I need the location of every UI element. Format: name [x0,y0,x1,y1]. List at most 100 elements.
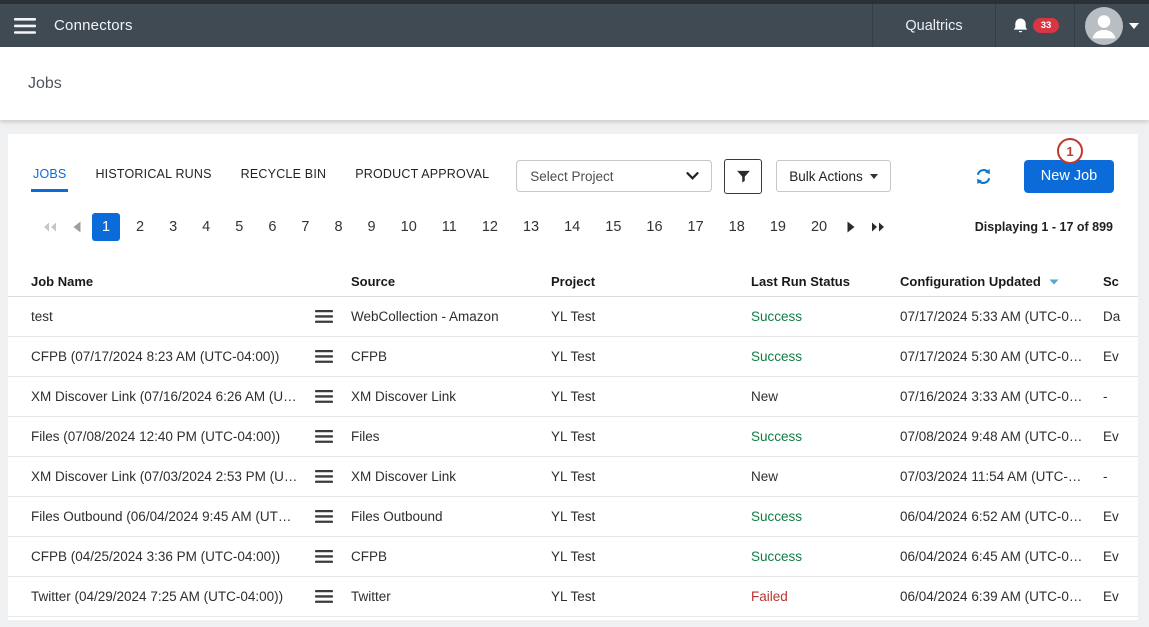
notifications-button[interactable]: 33 [996,4,1074,47]
page-button-1[interactable]: 1 [92,213,120,241]
last-run-status-cell: Failed [751,589,788,604]
arrow-right-icon [847,221,855,233]
schedule-cell: Ev [1103,349,1119,364]
table-row[interactable]: XM Discover Link (07/03/2024 2:53 PM (U…… [8,457,1138,497]
first-page-button[interactable] [38,220,61,234]
page-button-19[interactable]: 19 [761,213,795,241]
column-header-configuration-updated[interactable]: Configuration Updated [900,274,1103,289]
schedule-cell: Ev [1103,429,1119,444]
app-header: Connectors Qualtrics 33 [0,4,1149,47]
tab-recycle-bin[interactable]: RECYCLE BIN [239,161,329,192]
last-page-button[interactable] [867,220,890,234]
table-row[interactable]: Twitter (04/29/2024 7:25 AM (UTC-04:00))… [8,577,1138,617]
job-name-cell: XM Discover Link (07/03/2024 2:53 PM (U… [31,469,298,484]
page-button-18[interactable]: 18 [720,213,754,241]
page-button-5[interactable]: 5 [226,213,252,241]
tab-historical-runs[interactable]: HISTORICAL RUNS [93,161,213,192]
table-row[interactable]: CFPB (07/17/2024 8:23 AM (UTC-04:00)) CFP… [8,337,1138,377]
page-button-20[interactable]: 20 [802,213,836,241]
double-arrow-left-icon [44,222,56,232]
pagination-summary: Displaying 1 - 17 of 899 [974,220,1113,234]
project-cell: YL Test [551,509,596,524]
page-button-9[interactable]: 9 [359,213,385,241]
last-run-status-cell: Success [751,509,803,524]
row-menu-icon[interactable] [315,310,351,323]
row-menu-icon[interactable] [315,590,351,603]
notification-count-badge: 33 [1032,17,1060,34]
project-cell: YL Test [551,349,596,364]
job-name-cell: CFPB (07/17/2024 8:23 AM (UTC-04:00)) [31,349,280,364]
project-cell: YL Test [551,429,596,444]
project-cell: YL Test [551,469,596,484]
header-actions: Qualtrics 33 [872,4,1149,47]
page-button-10[interactable]: 10 [392,213,426,241]
page-button-16[interactable]: 16 [637,213,671,241]
schedule-cell: Da [1103,309,1121,324]
column-header-label: Configuration Updated [900,274,1041,289]
menu-icon[interactable] [6,12,44,40]
tab-jobs[interactable]: JOBS [31,161,69,192]
row-menu-glyph [315,590,333,603]
page-button-11[interactable]: 11 [433,213,466,241]
page-button-12[interactable]: 12 [473,213,507,241]
new-job-button[interactable]: New Job [1024,159,1114,193]
row-menu-icon[interactable] [315,510,351,523]
refresh-button[interactable] [973,166,994,187]
sort-descending-icon [1049,279,1059,284]
window-top-edge [0,0,1149,4]
page-button-7[interactable]: 7 [292,213,318,241]
controls-row: JOBS HISTORICAL RUNS RECYCLE BIN PRODUCT… [8,134,1138,194]
column-header-project[interactable]: Project [551,274,596,289]
column-header-source[interactable]: Source [351,274,396,289]
source-cell: CFPB [351,549,388,564]
page-button-4[interactable]: 4 [193,213,219,241]
page-button-8[interactable]: 8 [325,213,351,241]
project-select[interactable]: Select Project [516,160,713,192]
chevron-down-icon [1129,22,1139,29]
schedule-cell: Ev [1103,549,1119,564]
page-title-band: Jobs [0,47,1149,120]
row-menu-glyph [315,390,333,403]
row-menu-glyph [315,310,333,323]
table-body: test WebCollection - Amazon YL Test Success… [8,297,1138,617]
row-menu-icon[interactable] [315,550,351,563]
configuration-updated-cell: 07/16/2024 3:33 AM (UTC-0… [900,389,1083,404]
last-run-status-cell: New [751,389,779,404]
row-menu-icon[interactable] [315,390,351,403]
table-row[interactable]: CFPB (04/25/2024 3:36 PM (UTC-04:00)) CFP… [8,537,1138,577]
source-cell: Files [351,429,380,444]
filter-button[interactable] [724,158,763,194]
content-card: JOBS HISTORICAL RUNS RECYCLE BIN PRODUCT… [8,134,1138,620]
column-header-schedule[interactable]: Sc [1103,274,1119,289]
account-menu-button[interactable] [1075,4,1149,47]
avatar [1085,6,1123,45]
table-row[interactable]: Files Outbound (06/04/2024 9:45 AM (UT… F… [8,497,1138,537]
tab-product-approval[interactable]: PRODUCT APPROVAL [353,161,491,192]
page-button-2[interactable]: 2 [127,213,153,241]
bulk-actions-button[interactable]: Bulk Actions [776,160,891,192]
page-button-14[interactable]: 14 [555,213,589,241]
row-menu-icon[interactable] [315,470,351,483]
row-menu-icon[interactable] [315,430,351,443]
row-menu-icon[interactable] [315,350,351,363]
page-button-15[interactable]: 15 [596,213,630,241]
row-menu-glyph [315,550,333,563]
table-row[interactable]: Files (07/08/2024 12:40 PM (UTC-04:00)) F… [8,417,1138,457]
page-button-13[interactable]: 13 [514,213,548,241]
column-header-job-name[interactable]: Job Name [31,274,94,289]
bulk-actions-label: Bulk Actions [789,168,863,184]
last-run-status-cell: Success [751,349,803,364]
table-row[interactable]: test WebCollection - Amazon YL Test Success… [8,297,1138,337]
page-button-3[interactable]: 3 [160,213,186,241]
last-run-status-cell: Success [751,309,803,324]
next-page-button[interactable] [843,219,860,235]
previous-page-button[interactable] [68,219,85,235]
row-menu-glyph [315,470,333,483]
table-row[interactable]: XM Discover Link (07/16/2024 6:26 AM (U…… [8,377,1138,417]
hamburger-icon [14,17,36,34]
page-button-17[interactable]: 17 [679,213,713,241]
page-button-6[interactable]: 6 [259,213,285,241]
source-cell: Twitter [351,589,391,604]
column-header-last-run-status[interactable]: Last Run Status [751,274,850,289]
refresh-icon [976,168,991,184]
